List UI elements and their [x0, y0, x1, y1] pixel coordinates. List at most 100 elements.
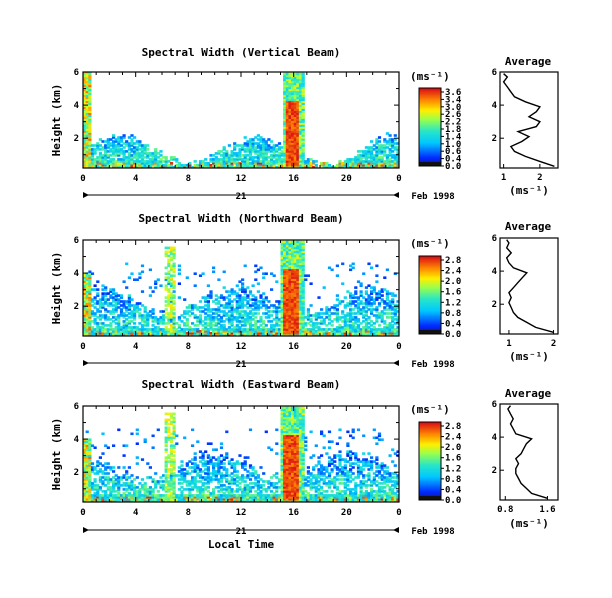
heatmap-cell	[298, 262, 303, 266]
heatmap-cell	[83, 276, 87, 279]
heatmap-cell	[122, 322, 126, 325]
heatmap-cell	[349, 308, 353, 311]
heatmap-cell	[301, 320, 305, 323]
heatmap-cell	[85, 456, 89, 459]
heatmap-cell	[243, 298, 247, 301]
heatmap-cell	[125, 310, 129, 313]
heatmap-cell	[164, 246, 168, 250]
heatmap-cell	[256, 494, 260, 497]
heatmap-cell	[125, 496, 129, 499]
heatmap-cell	[167, 490, 171, 493]
heatmap-cell	[354, 156, 358, 159]
heatmap-cell	[159, 484, 163, 487]
panel-northward-beam: Spectral Width (Northward Beam) 0 4 8 12 16 2…	[50, 212, 559, 370]
heatmap-cell	[175, 434, 179, 438]
heatmap-cell	[122, 158, 126, 161]
heatmap-cell	[293, 148, 297, 151]
heatmap-cell	[169, 470, 174, 473]
heatmap-cell	[283, 284, 287, 287]
heatmap-cell	[301, 312, 305, 315]
heatmap-cell	[206, 468, 210, 471]
heatmap-cell	[143, 144, 147, 147]
heatmap-cell	[185, 312, 189, 315]
heatmap-cell	[354, 290, 358, 293]
heatmap-cell	[283, 100, 287, 104]
heatmap-cell	[293, 322, 297, 325]
heatmap-cell	[175, 442, 179, 445]
heatmap-cell	[212, 266, 216, 270]
heatmap-cell	[151, 494, 155, 497]
heatmap-cell	[140, 156, 145, 159]
heatmap-cell	[238, 476, 242, 479]
colorbar-swatch	[419, 305, 441, 308]
heatmap-cell	[138, 312, 142, 315]
heatmap-cell	[238, 144, 242, 147]
heatmap-cell	[301, 166, 305, 168]
heatmap-cell	[320, 320, 324, 323]
heatmap-cell	[148, 314, 152, 317]
heatmap-cell	[114, 322, 118, 325]
heatmap-cell	[241, 310, 245, 313]
heatmap-cell	[104, 314, 108, 317]
heatmap-cell	[133, 334, 137, 336]
heatmap-cell	[83, 272, 87, 275]
heatmap-cell	[85, 290, 89, 293]
heatmap-cell	[127, 486, 131, 489]
heatmap-cell	[301, 86, 305, 90]
heatmap-cell	[212, 324, 216, 327]
heatmap-cell	[127, 328, 131, 331]
heatmap-cell	[96, 302, 100, 305]
heatmap-cell	[212, 474, 216, 477]
heatmap-cell	[85, 280, 89, 283]
heatmap-cell	[288, 146, 292, 149]
heatmap-cell	[122, 484, 126, 487]
heatmap-cell	[169, 166, 174, 168]
heatmap-cell	[293, 254, 297, 258]
heatmap-cell	[383, 146, 387, 149]
heatmap-cell	[138, 496, 142, 499]
heatmap-cell	[338, 302, 342, 305]
heatmap-cell	[238, 320, 242, 323]
heatmap-cell	[385, 164, 389, 167]
heatmap-cell	[377, 312, 382, 315]
heatmap-cell	[212, 300, 216, 303]
heatmap-cell	[90, 164, 95, 167]
heatmap-cell	[227, 494, 231, 497]
heatmap-cell	[109, 326, 113, 329]
heatmap-cell	[267, 148, 271, 151]
heatmap-cell	[367, 304, 371, 307]
heatmap-cell	[104, 494, 108, 497]
heatmap-cell	[96, 146, 100, 149]
heatmap-cell	[217, 458, 221, 461]
heatmap-cell	[167, 280, 171, 283]
heatmap-cell	[101, 432, 105, 436]
heatmap-cell	[264, 162, 268, 165]
heatmap-cell	[209, 160, 213, 163]
heatmap-cell	[341, 300, 345, 303]
heatmap-cell	[88, 160, 92, 163]
heatmap-cell	[206, 308, 210, 311]
heatmap-cell	[198, 300, 203, 303]
heatmap-cell	[296, 100, 300, 104]
heatmap-cell	[167, 454, 171, 457]
colorbar-label: 3.6	[445, 88, 461, 98]
heatmap-cell	[85, 322, 89, 325]
heatmap-cell	[112, 494, 116, 497]
heatmap-cell	[301, 74, 305, 78]
heatmap-cell	[256, 134, 260, 137]
heatmap-cell	[330, 312, 334, 315]
heatmap-cell	[133, 278, 137, 281]
heatmap-cell	[164, 322, 168, 325]
heatmap-cell	[112, 496, 116, 499]
heatmap-cell	[296, 160, 300, 163]
heatmap-cell	[85, 472, 89, 475]
heatmap-cell	[283, 254, 287, 258]
heatmap-cell	[85, 292, 89, 295]
heatmap-cell	[88, 334, 92, 336]
heatmap-cell	[83, 302, 87, 305]
heatmap-cell	[112, 292, 116, 295]
heatmap-cell	[169, 422, 174, 426]
heatmap-cell	[169, 438, 174, 441]
heatmap-cell	[301, 78, 305, 82]
heatmap-cell	[233, 474, 237, 477]
